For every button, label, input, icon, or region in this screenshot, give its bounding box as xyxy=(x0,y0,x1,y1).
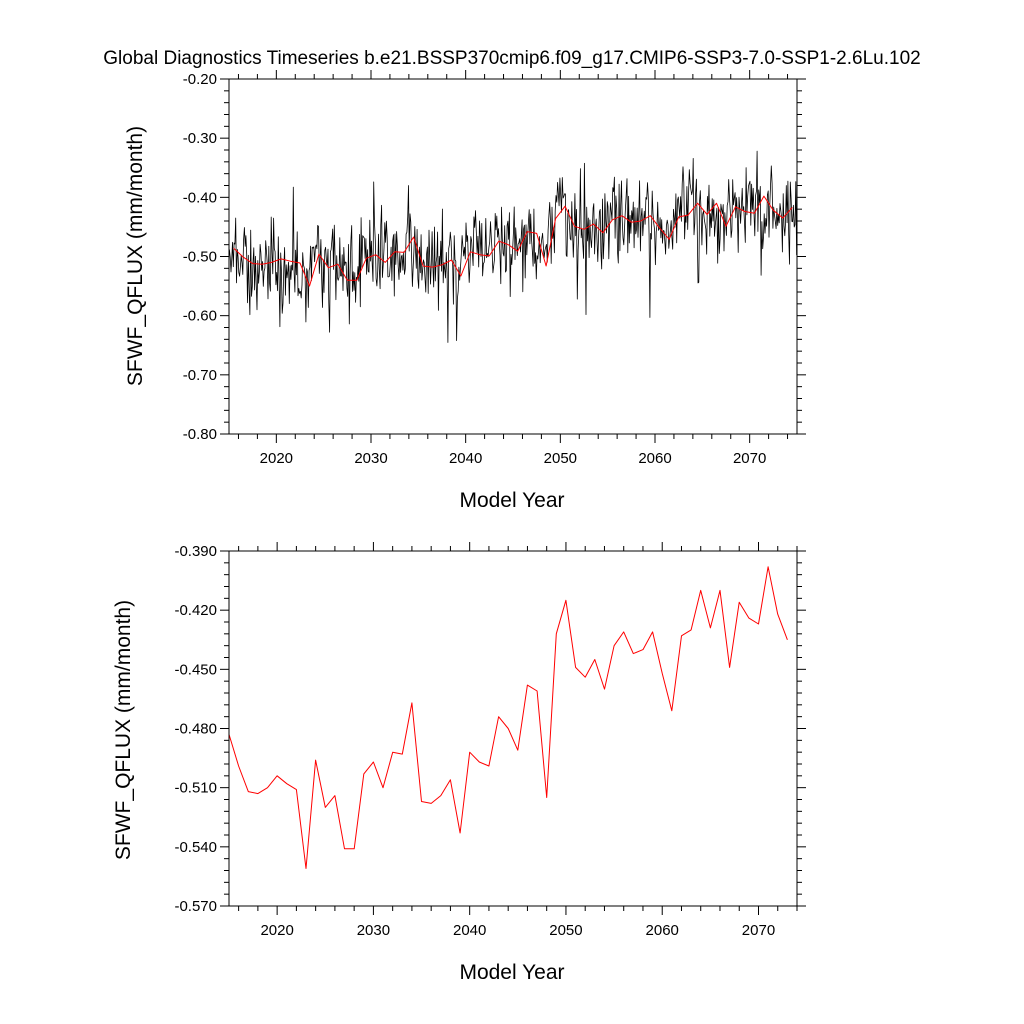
plot-bottom-xtick-label: 2020 xyxy=(260,922,293,939)
plot-top-ytick-label: -0.80 xyxy=(183,426,217,443)
plot-bottom-frame xyxy=(228,550,798,907)
plot-bottom-ytick-label: -0.510 xyxy=(174,780,217,797)
plot-bottom-xtick-label: 2070 xyxy=(742,922,775,939)
plot-top-ytick-label: -0.60 xyxy=(183,308,217,325)
plot-bottom-ticks xyxy=(220,542,806,915)
plot-bottom-ytick-label: -0.540 xyxy=(174,839,217,856)
plot-top-ytick-label: -0.20 xyxy=(183,71,217,88)
plot-top: 2020 2030 2040 2050 2060 2070 -0.80 -0.70 -0.60 -… xyxy=(124,70,806,512)
plot-bottom-ytick-label: -0.450 xyxy=(174,661,217,678)
plot-bottom-xtick-label: 2060 xyxy=(646,922,679,939)
plot-bottom-ytick-label: -0.390 xyxy=(174,543,217,560)
plot-bottom-xtick-label: 2050 xyxy=(549,922,582,939)
plot-top-xtick-label: 2020 xyxy=(260,450,293,467)
plot-bottom-tick-labels: 2020 2030 2040 2050 2060 2070 -0.570 -0.540 -0.5… xyxy=(174,543,775,939)
plot-top-ticks xyxy=(220,70,806,443)
plot-top-xtick-label: 2030 xyxy=(354,450,387,467)
plot-top-xtick-label: 2050 xyxy=(544,450,577,467)
plot-bottom-ytick-label: -0.420 xyxy=(174,602,217,619)
plot-bottom-xtick-label: 2030 xyxy=(357,922,390,939)
plot-top-tick-labels: 2020 2030 2040 2050 2060 2070 -0.80 -0.70 -0.60 -… xyxy=(183,71,767,467)
plot-top-ytick-label: -0.50 xyxy=(183,249,217,266)
plot-top-xtick-label: 2060 xyxy=(638,450,671,467)
plot-bottom-annual-line xyxy=(228,566,788,869)
plot-top-xtick-label: 2040 xyxy=(449,450,482,467)
plot-top-ytick-label: -0.30 xyxy=(183,130,217,147)
plot-top-xlabel: Model Year xyxy=(459,489,564,512)
plot-top-monthly-line xyxy=(229,150,797,343)
plot-bottom-xlabel: Model Year xyxy=(459,961,564,984)
plot-top-series xyxy=(229,150,797,343)
plot-bottom-xtick-label: 2040 xyxy=(453,922,486,939)
plot-top-xtick-label: 2070 xyxy=(733,450,766,467)
plot-top-ytick-label: -0.40 xyxy=(183,189,217,206)
plot-bottom-ytick-label: -0.570 xyxy=(174,898,217,915)
plot-top-ylabel: SFWF_QFLUX (mm/month) xyxy=(124,126,147,386)
figure-title: Global Diagnostics Timeseries b.e21.BSSP… xyxy=(103,48,920,69)
plot-top-annual-line xyxy=(233,195,793,287)
plot-bottom-ylabel: SFWF_QFLUX (mm/month) xyxy=(112,600,135,860)
plot-top-ytick-label: -0.70 xyxy=(183,367,217,384)
plot-bottom-series xyxy=(228,566,788,869)
plot-bottom: 2020 2030 2040 2050 2060 2070 -0.570 -0.540 -0.5… xyxy=(112,542,806,984)
plot-bottom-ytick-label: -0.480 xyxy=(174,721,217,738)
